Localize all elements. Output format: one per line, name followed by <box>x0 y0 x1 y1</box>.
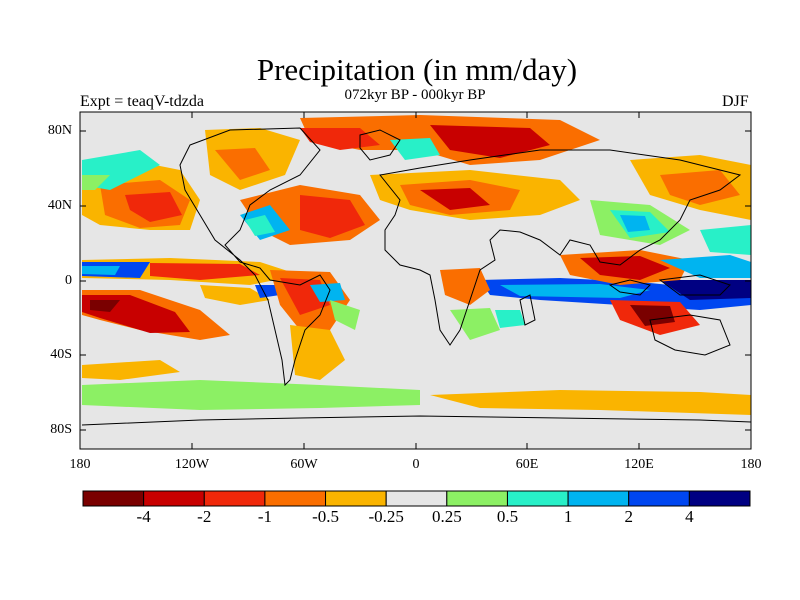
lon-tick-label: 120E <box>624 457 654 472</box>
lat-tick-label: 0 <box>65 273 72 288</box>
colorbar-swatch <box>567 490 630 507</box>
lat-tick-label: 40N <box>47 198 72 213</box>
colorbar-swatch <box>506 490 569 507</box>
colorbar-swatch <box>628 490 690 507</box>
axis-ticks <box>79 112 752 449</box>
lat-tick-label: 80S <box>50 422 72 437</box>
precip-anomaly-fields <box>82 115 751 415</box>
colorbar-label: 0.25 <box>431 507 462 526</box>
colorbar-label: 1 <box>563 507 573 526</box>
colorbar-label: -0.25 <box>368 507 404 526</box>
colorbar <box>82 490 751 507</box>
lon-tick-label: 180 <box>69 457 91 472</box>
lon-tick-label: 60E <box>515 457 539 472</box>
experiment-label: Expt = teaqV-tdzda <box>80 93 204 110</box>
colorbar-label: -4 <box>136 507 151 526</box>
figure-title: Precipitation (in mm/day) <box>256 52 578 87</box>
colorbar-swatch <box>264 490 327 507</box>
colorbar-swatch <box>143 490 205 507</box>
colorbar-label: -2 <box>197 507 212 526</box>
colorbar-label: 4 <box>685 507 694 526</box>
lat-tick-label: 80N <box>47 123 72 138</box>
colorbar-label: -0.5 <box>312 507 339 526</box>
season-label: DJF <box>722 93 749 110</box>
figure-subtitle: 072kyr BP - 000kyr BP <box>344 87 486 103</box>
colorbar-labels: -4 -2 -1 -0.5 -0.25 0.25 0.5 1 2 4 <box>0 507 800 531</box>
colorbar-label: -1 <box>257 507 272 526</box>
colorbar-swatch <box>203 490 266 507</box>
colorbar-swatch <box>688 490 751 507</box>
lon-tick-label: 60W <box>290 457 318 472</box>
lon-tick-label: 120W <box>174 457 210 472</box>
lon-tick-label: 180 <box>740 457 762 472</box>
colorbar-swatch <box>385 490 448 507</box>
lon-tick-label: 0 <box>412 457 420 472</box>
colorbar-label: 0.5 <box>496 507 519 526</box>
colorbar-swatch <box>82 490 145 507</box>
lat-tick-label: 40S <box>50 347 72 362</box>
coastlines <box>81 127 752 426</box>
colorbar-swatch <box>446 490 508 507</box>
colorbar-label: 2 <box>624 507 633 526</box>
colorbar-swatch <box>325 490 387 507</box>
